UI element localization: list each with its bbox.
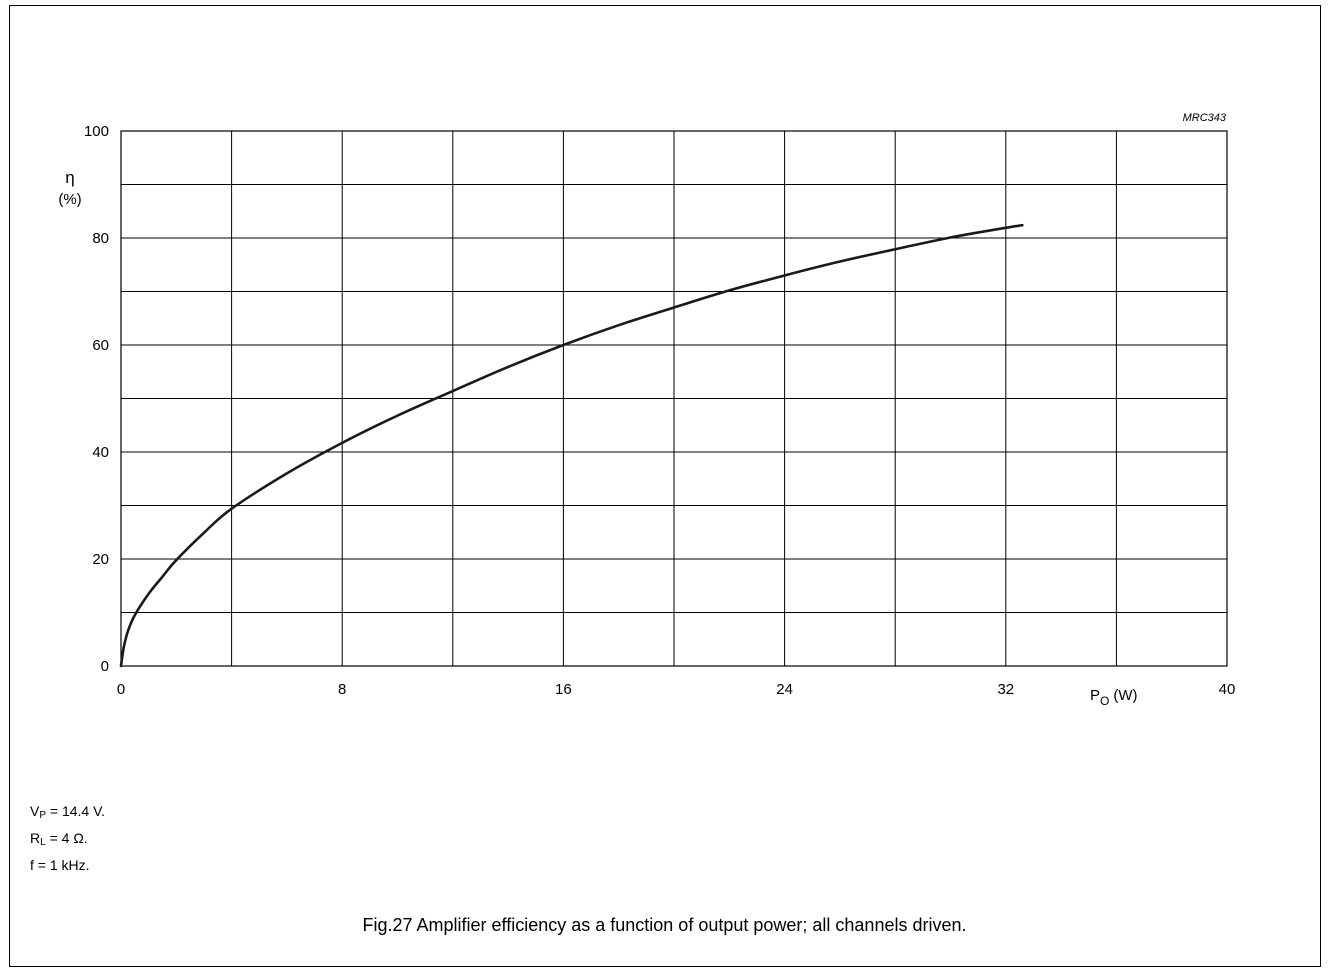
x-tick-label: 32 bbox=[997, 681, 1014, 698]
x-axis-symbol: P bbox=[1090, 687, 1100, 704]
efficiency-curve bbox=[119, 223, 1024, 668]
x-tick-label: 0 bbox=[117, 681, 125, 698]
tick-labels: 0 8 16 24 32 40 0 20 40 60 80 100 bbox=[84, 123, 1235, 698]
condition-vp: VP = 14.4 V. bbox=[30, 803, 106, 821]
y-tick-label: 80 bbox=[92, 230, 109, 247]
figure-code: MRC343 bbox=[1183, 112, 1227, 124]
x-axis-label: PO (W) bbox=[1090, 687, 1138, 708]
x-tick-label: 16 bbox=[555, 681, 572, 698]
y-tick-label: 0 bbox=[101, 658, 109, 675]
y-tick-label: 20 bbox=[92, 551, 109, 568]
figure-caption: Fig.27 Amplifier efficiency as a functio… bbox=[362, 915, 967, 935]
test-conditions: VP = 14.4 V. RL = 4 Ω. f = 1 kHz. bbox=[30, 800, 105, 876]
x-tick-label: 8 bbox=[338, 681, 346, 698]
y-tick-label: 100 bbox=[84, 123, 109, 140]
grid bbox=[121, 131, 1227, 666]
condition-f: f = 1 kHz. bbox=[30, 857, 90, 873]
condition-rl: RL = 4 Ω. bbox=[30, 830, 88, 848]
plot-area-border bbox=[120, 130, 1228, 667]
y-axis-symbol: η bbox=[65, 168, 74, 187]
figure-frame bbox=[9, 5, 1321, 967]
y-tick-label: 60 bbox=[92, 337, 109, 354]
y-tick-label: 40 bbox=[92, 444, 109, 461]
x-axis-unit: (W) bbox=[1113, 687, 1137, 704]
x-axis-subscript: O bbox=[1100, 694, 1109, 708]
x-tick-label: 40 bbox=[1219, 681, 1236, 698]
x-tick-label: 24 bbox=[776, 681, 793, 698]
y-axis-unit: (%) bbox=[58, 191, 81, 208]
